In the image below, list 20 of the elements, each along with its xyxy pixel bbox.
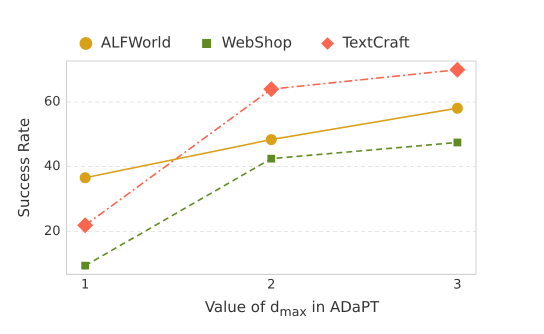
- point: [77, 217, 94, 234]
- x-axis-title: Value of d$_{max}$ in ADaPT: [204, 298, 380, 319]
- y-axis-title: Success Rate: [14, 118, 33, 218]
- point: [449, 62, 466, 78]
- x-tick-label: 3: [453, 278, 462, 293]
- point: [263, 81, 280, 98]
- y-tick-label: 20: [44, 224, 61, 239]
- y-tick-label: 60: [44, 94, 61, 110]
- x-tick-label: 1: [81, 278, 90, 293]
- legend-label: WebShop: [222, 33, 292, 52]
- point: [452, 102, 463, 114]
- x-tick-label: 2: [267, 278, 276, 293]
- point: [81, 262, 90, 270]
- legend-label: TextCraft: [342, 33, 410, 52]
- point: [267, 154, 276, 163]
- point: [454, 138, 462, 146]
- point: [266, 134, 277, 146]
- point: [80, 172, 91, 184]
- y-tick-label: 40: [44, 159, 61, 174]
- legend-label: ALFWorld: [100, 33, 172, 52]
